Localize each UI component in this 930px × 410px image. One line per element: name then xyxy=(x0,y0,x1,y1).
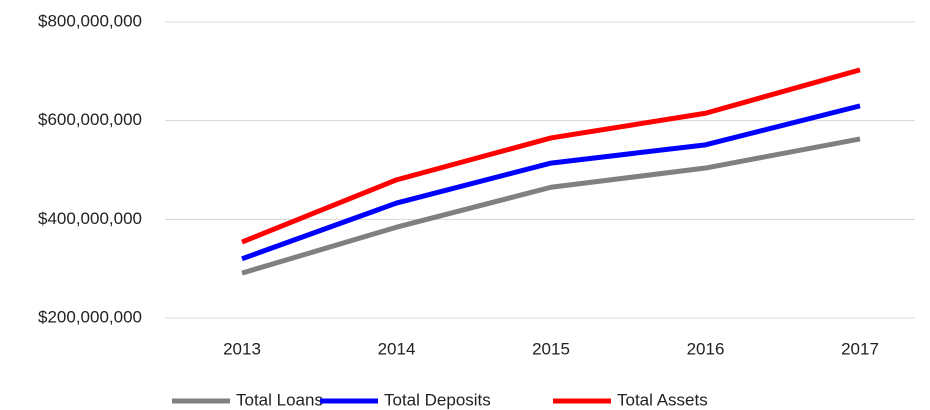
x-tick-label: 2015 xyxy=(532,339,570,358)
legend-label: Total Deposits xyxy=(384,390,491,409)
x-tick-label: 2013 xyxy=(223,339,261,358)
line-series xyxy=(241,136,861,276)
line-series xyxy=(241,103,861,262)
x-tick-label: 2016 xyxy=(687,339,725,358)
y-tick-label: $800,000,000 xyxy=(38,11,142,30)
legend-label: Total Assets xyxy=(617,390,708,409)
y-tick-label: $400,000,000 xyxy=(38,209,142,228)
y-tick-label: $600,000,000 xyxy=(38,110,142,129)
x-tick-label: 2014 xyxy=(378,339,416,358)
legend-label: Total Loans xyxy=(236,390,323,409)
x-tick-label: 2017 xyxy=(841,339,879,358)
line-series xyxy=(241,67,861,245)
y-tick-label: $200,000,000 xyxy=(38,307,142,326)
